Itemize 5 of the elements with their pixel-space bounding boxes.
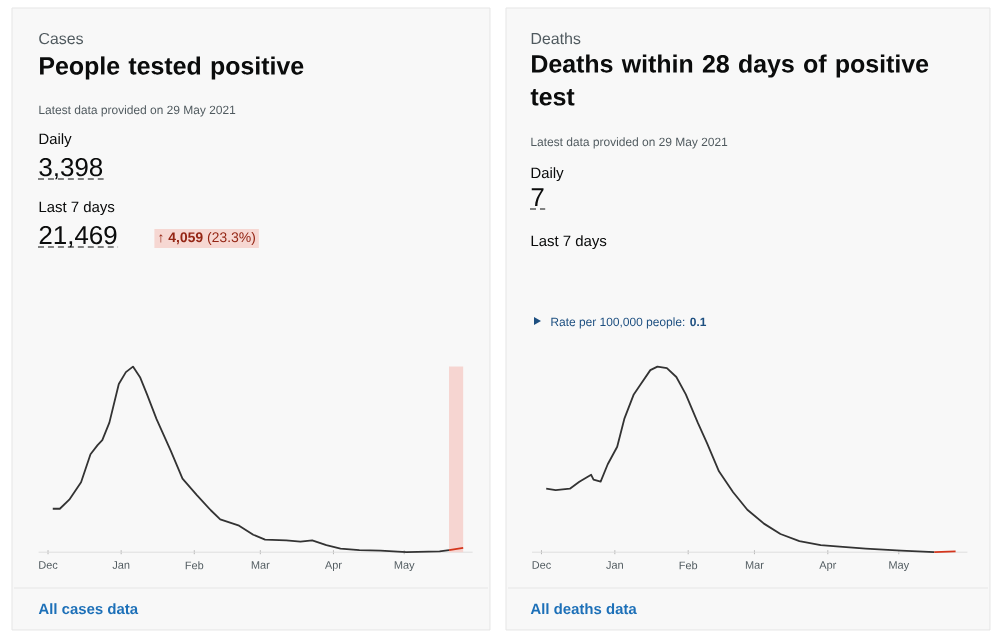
chart-title: Deaths within 28 days of positive test [530,54,929,106]
text: 7 [531,188,544,206]
text: 3,398 [39,157,103,180]
chart-title: People tested positive [40,56,304,80]
text: 21,469 [39,225,117,248]
